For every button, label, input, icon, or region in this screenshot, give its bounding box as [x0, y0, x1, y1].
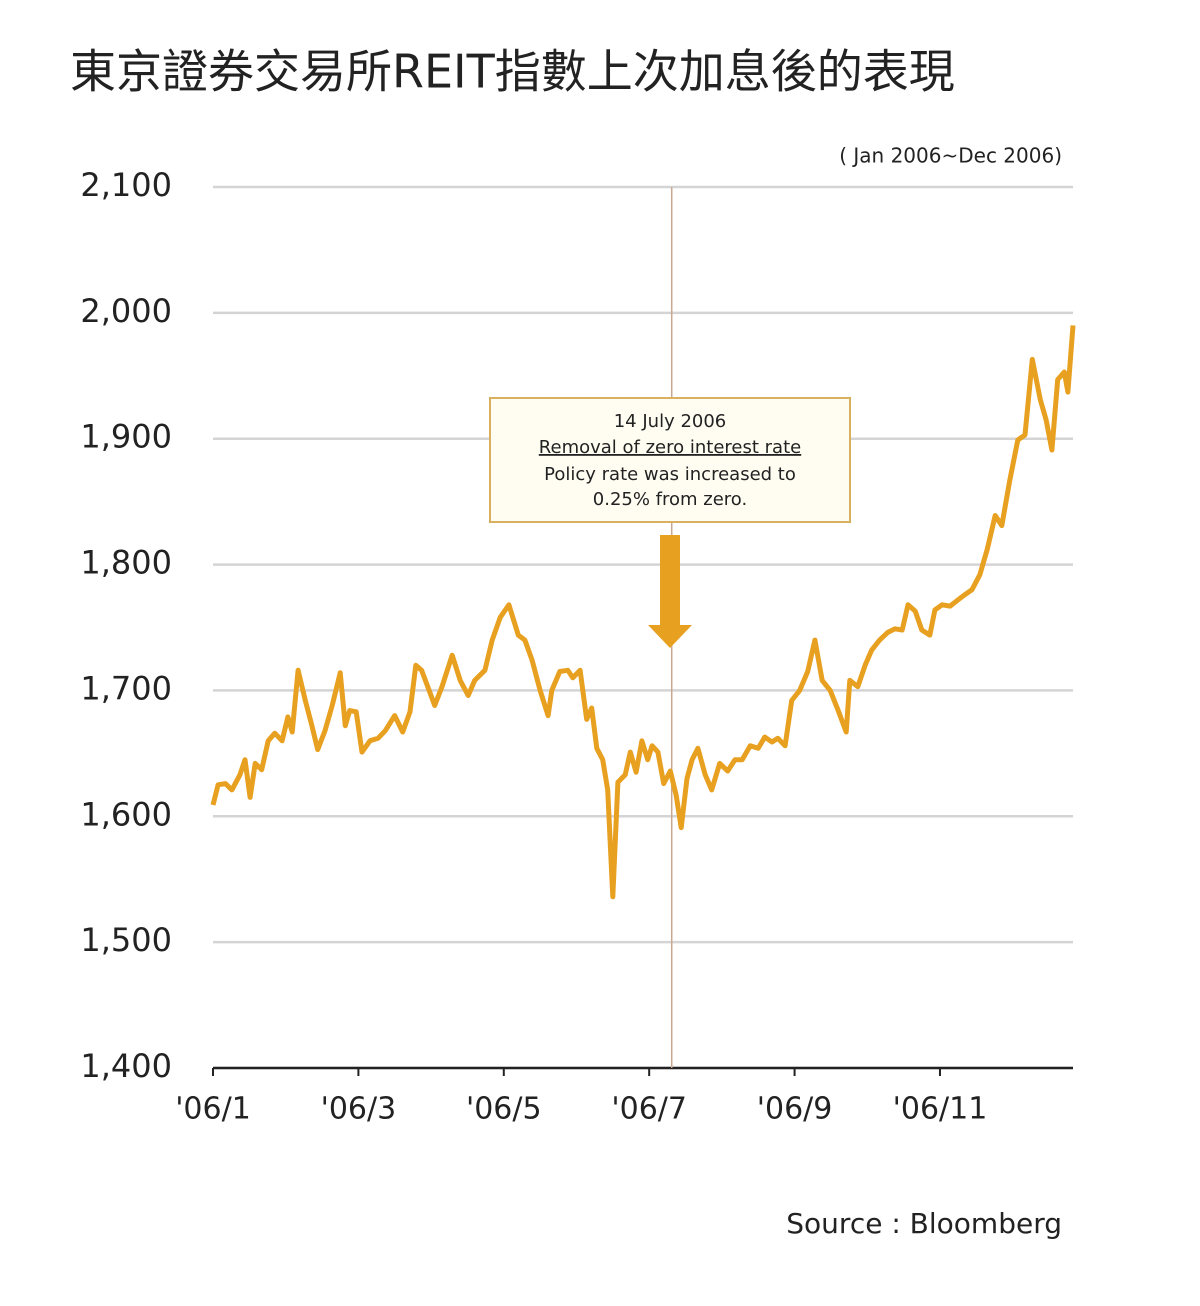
y-tick-label: 1,900	[80, 418, 172, 456]
x-tick-label: '06/11	[893, 1092, 988, 1127]
x-tick-label: '06/1	[175, 1092, 251, 1127]
annotation-text: Removal of zero interest rate	[539, 437, 801, 458]
y-tick-label: 1,500	[80, 921, 172, 959]
y-tick-label: 2,000	[80, 292, 172, 330]
y-tick-label: 1,600	[80, 795, 172, 833]
annotation-text: 0.25% from zero.	[593, 489, 747, 510]
x-tick-label: '06/9	[757, 1092, 833, 1127]
annotation-arrow	[648, 535, 692, 648]
y-tick-label: 1,400	[80, 1047, 172, 1085]
y-tick-label: 1,800	[80, 544, 172, 582]
x-tick-label: '06/3	[321, 1092, 397, 1127]
y-tick-label: 2,100	[80, 166, 172, 204]
chart-title: 東京證券交易所REIT指數上次加息後的表現	[70, 45, 955, 99]
x-tick-label: '06/5	[466, 1092, 542, 1127]
annotation-box	[489, 397, 851, 523]
annotation-text: 14 July 2006	[614, 411, 727, 432]
y-tick-label: 1,700	[80, 669, 172, 707]
chart-subtitle: ( Jan 2006~Dec 2006)	[839, 144, 1062, 168]
data-line	[210, 325, 1076, 900]
x-tick-label: '06/7	[611, 1092, 687, 1127]
source-note: Source : Bloomberg	[786, 1207, 1062, 1240]
annotation-text: Policy rate was increased to	[544, 464, 796, 485]
